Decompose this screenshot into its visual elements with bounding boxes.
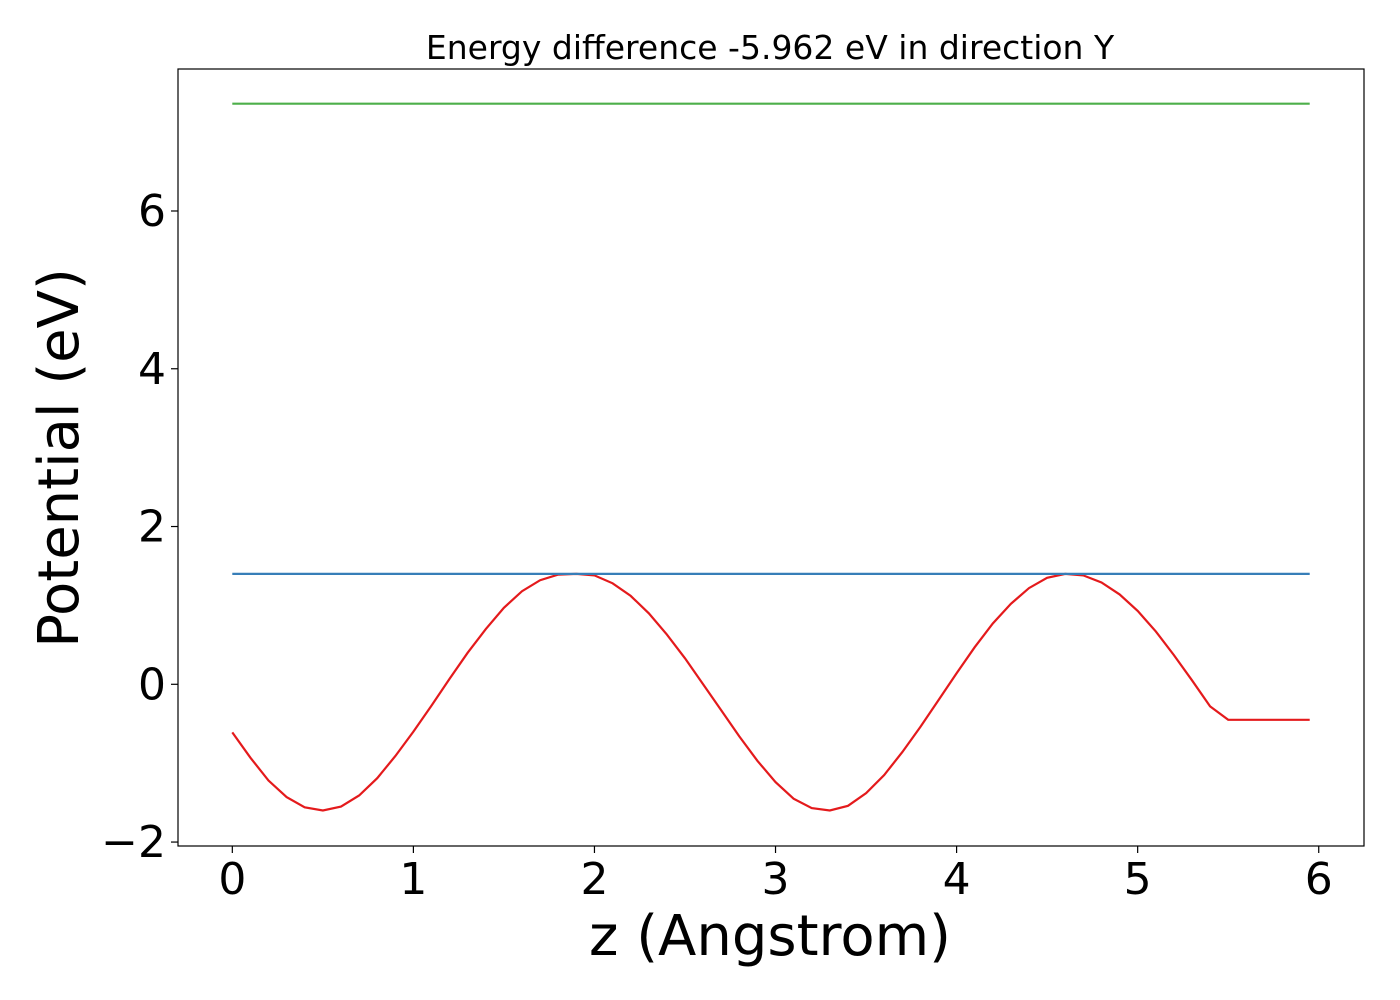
x-tick-label: 3 bbox=[762, 854, 790, 905]
x-tick-label: 5 bbox=[1124, 854, 1152, 905]
y-tick-label: 0 bbox=[138, 659, 166, 710]
x-axis: 0 1 2 3 4 5 6 bbox=[218, 846, 1333, 905]
axes-frame bbox=[177, 68, 1365, 847]
plot-area bbox=[231, 102, 1310, 812]
x-tick-label: 2 bbox=[580, 854, 608, 905]
x-tick-label: 4 bbox=[943, 854, 971, 905]
series-line-0 bbox=[231, 572, 1310, 812]
y-axis-label: Potential (eV) bbox=[27, 268, 92, 648]
y-tick-label: 4 bbox=[138, 344, 166, 395]
x-tick-label: 0 bbox=[218, 854, 246, 905]
y-axis: −2 0 2 4 6 bbox=[101, 186, 178, 868]
x-tick-label: 1 bbox=[399, 854, 427, 905]
y-tick-label: −2 bbox=[101, 817, 166, 868]
x-axis-label: z (Angstrom) bbox=[589, 904, 951, 969]
chart-title: Energy difference -5.962 eV in direction… bbox=[426, 28, 1115, 67]
x-tick-label: 6 bbox=[1305, 854, 1333, 905]
y-tick-label: 2 bbox=[138, 502, 166, 553]
y-tick-label: 6 bbox=[138, 186, 166, 237]
